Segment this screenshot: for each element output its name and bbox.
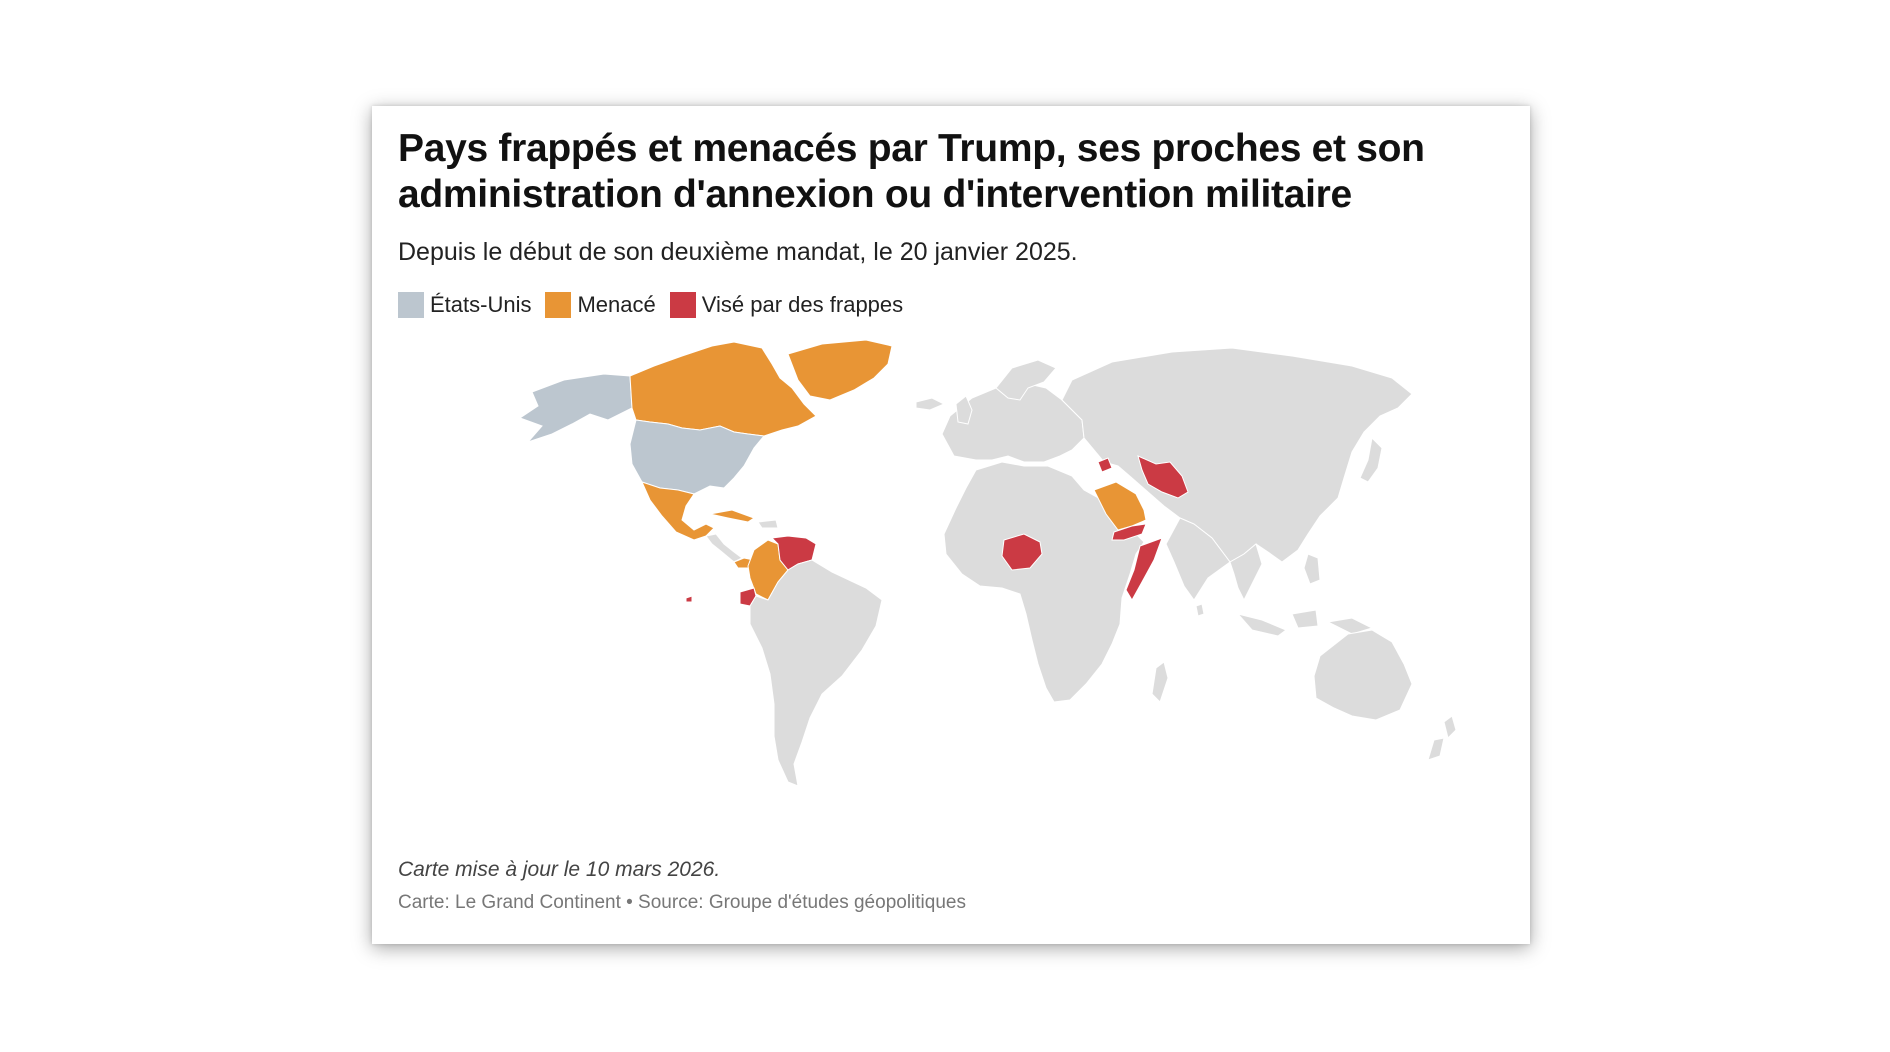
africa — [943, 461, 1145, 703]
philippines — [1303, 553, 1321, 585]
greenland — [787, 339, 893, 401]
legend-label-menace: Menacé — [577, 292, 656, 317]
legend-swatch-usa — [398, 292, 424, 318]
hispaniola — [757, 519, 779, 529]
yemen — [1111, 523, 1147, 541]
india — [1165, 517, 1231, 601]
canada — [629, 341, 817, 437]
cuba — [709, 509, 756, 523]
mexico — [641, 481, 715, 541]
map-subtitle: Depuis le début de son deuxième mandat, … — [398, 238, 1078, 266]
legend-swatch-menace — [545, 292, 572, 318]
alaska — [518, 373, 633, 444]
saudi-arabia — [1093, 481, 1147, 531]
south-america — [749, 559, 883, 787]
united-kingdom — [955, 395, 973, 425]
somalia — [1125, 537, 1163, 601]
update-note: Carte mise à jour le 10 mars 2026. — [398, 858, 721, 881]
legend-item-frappes: Visé par des frappes — [669, 292, 904, 318]
world-map — [518, 339, 1457, 787]
indonesia — [1236, 609, 1374, 637]
legend-swatch-frappes — [669, 292, 696, 318]
japan — [1359, 436, 1383, 483]
sri-lanka — [1195, 603, 1205, 617]
russia-asia — [1061, 347, 1413, 563]
scandinavia — [995, 359, 1057, 401]
legend-item-usa: États-Unis — [398, 292, 531, 318]
legend-label-usa: États-Unis — [430, 292, 532, 317]
madagascar — [1151, 661, 1169, 703]
map-title: Pays frappés et menacés par Trump, ses p… — [398, 127, 1425, 216]
credits: Carte: Le Grand Continent • Source: Grou… — [398, 892, 966, 913]
southeast-asia — [1229, 543, 1263, 602]
legend-label-frappes: Visé par des frappes — [701, 292, 904, 317]
iceland — [915, 397, 946, 411]
map-card: Pays frappés et menacés par Trump, ses p… — [372, 106, 1530, 944]
legend: États-Unis Menacé Visé par des frappes — [398, 292, 917, 318]
central-america — [705, 533, 743, 563]
legend-item-menace: Menacé — [545, 292, 656, 318]
nigeria — [1001, 533, 1043, 571]
new-zealand — [1427, 715, 1457, 761]
galapagos — [685, 595, 693, 603]
syria — [1097, 457, 1113, 473]
iran — [1137, 455, 1189, 499]
australia — [1313, 629, 1413, 721]
